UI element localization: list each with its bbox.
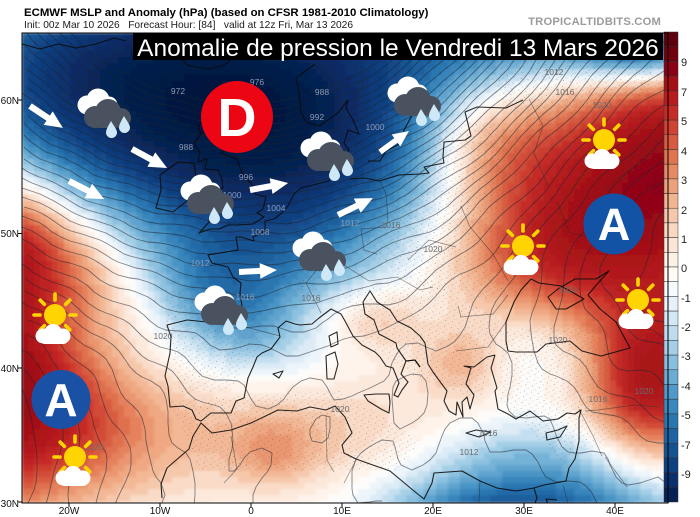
svg-text:1020: 1020	[331, 404, 350, 414]
svg-text:A: A	[598, 199, 631, 250]
svg-text:Init: 00z Mar 10 2026 Foreca: Init: 00z Mar 10 2026 Forecast Hour: [84…	[24, 20, 353, 31]
svg-text:996: 996	[239, 172, 253, 182]
svg-text:1020: 1020	[635, 386, 654, 396]
svg-text:-7: -7	[681, 440, 691, 452]
svg-text:1016: 1016	[589, 394, 608, 404]
svg-text:20W: 20W	[59, 506, 80, 517]
svg-text:D: D	[218, 88, 257, 148]
svg-text:1000: 1000	[366, 122, 385, 132]
svg-text:10W: 10W	[150, 506, 171, 517]
svg-text:4: 4	[681, 146, 687, 158]
svg-text:1012: 1012	[191, 258, 210, 268]
svg-text:992: 992	[310, 112, 324, 122]
svg-text:1016: 1016	[302, 293, 321, 303]
svg-text:30N: 30N	[1, 499, 19, 510]
svg-text:2: 2	[681, 205, 687, 217]
svg-text:1012: 1012	[341, 218, 360, 228]
svg-text:3: 3	[681, 175, 687, 187]
svg-text:1020: 1020	[154, 331, 173, 341]
svg-text:TROPICALTIDBITS.COM: TROPICALTIDBITS.COM	[528, 16, 661, 28]
svg-text:5: 5	[681, 116, 687, 128]
svg-text:A: A	[44, 374, 77, 426]
svg-text:-1: -1	[681, 293, 691, 305]
svg-text:30E: 30E	[515, 506, 533, 517]
svg-text:-3: -3	[681, 351, 691, 363]
svg-text:Anomalie de pression le Vendre: Anomalie de pression le Vendredi 13 Mars…	[137, 35, 659, 62]
svg-text:1004: 1004	[267, 203, 286, 213]
svg-text:988: 988	[179, 142, 193, 152]
svg-text:972: 972	[171, 86, 185, 96]
svg-text:1008: 1008	[251, 227, 270, 237]
svg-text:1020: 1020	[85, 442, 104, 452]
svg-text:50N: 50N	[1, 229, 19, 240]
svg-text:40N: 40N	[1, 364, 19, 375]
svg-text:9: 9	[681, 57, 687, 69]
svg-text:20E: 20E	[424, 506, 442, 517]
svg-text:60N: 60N	[1, 96, 19, 107]
svg-text:1: 1	[681, 234, 687, 246]
svg-text:976: 976	[250, 77, 264, 87]
svg-text:1020: 1020	[593, 100, 612, 110]
svg-text:ECMWF MSLP and Anomaly (hPa) (: ECMWF MSLP and Anomaly (hPa) (based on C…	[24, 7, 429, 19]
svg-text:-2: -2	[681, 322, 691, 334]
svg-text:-4: -4	[681, 381, 691, 393]
svg-text:1024: 1024	[559, 285, 578, 295]
svg-text:0: 0	[681, 263, 687, 275]
svg-text:1016: 1016	[236, 292, 255, 302]
svg-text:0: 0	[248, 506, 254, 517]
svg-text:1012: 1012	[545, 67, 564, 77]
svg-text:1020: 1020	[549, 335, 568, 345]
svg-text:1012: 1012	[460, 447, 479, 457]
svg-text:1000: 1000	[223, 190, 242, 200]
svg-text:10E: 10E	[333, 506, 351, 517]
svg-text:7: 7	[681, 87, 687, 99]
svg-text:988: 988	[315, 87, 329, 97]
svg-text:-9: -9	[681, 469, 691, 481]
svg-text:-5: -5	[681, 410, 691, 422]
svg-text:40E: 40E	[606, 506, 624, 517]
svg-text:1020: 1020	[424, 244, 443, 254]
svg-text:1016: 1016	[382, 220, 401, 230]
svg-text:1016: 1016	[479, 428, 498, 438]
svg-text:1016: 1016	[556, 87, 575, 97]
